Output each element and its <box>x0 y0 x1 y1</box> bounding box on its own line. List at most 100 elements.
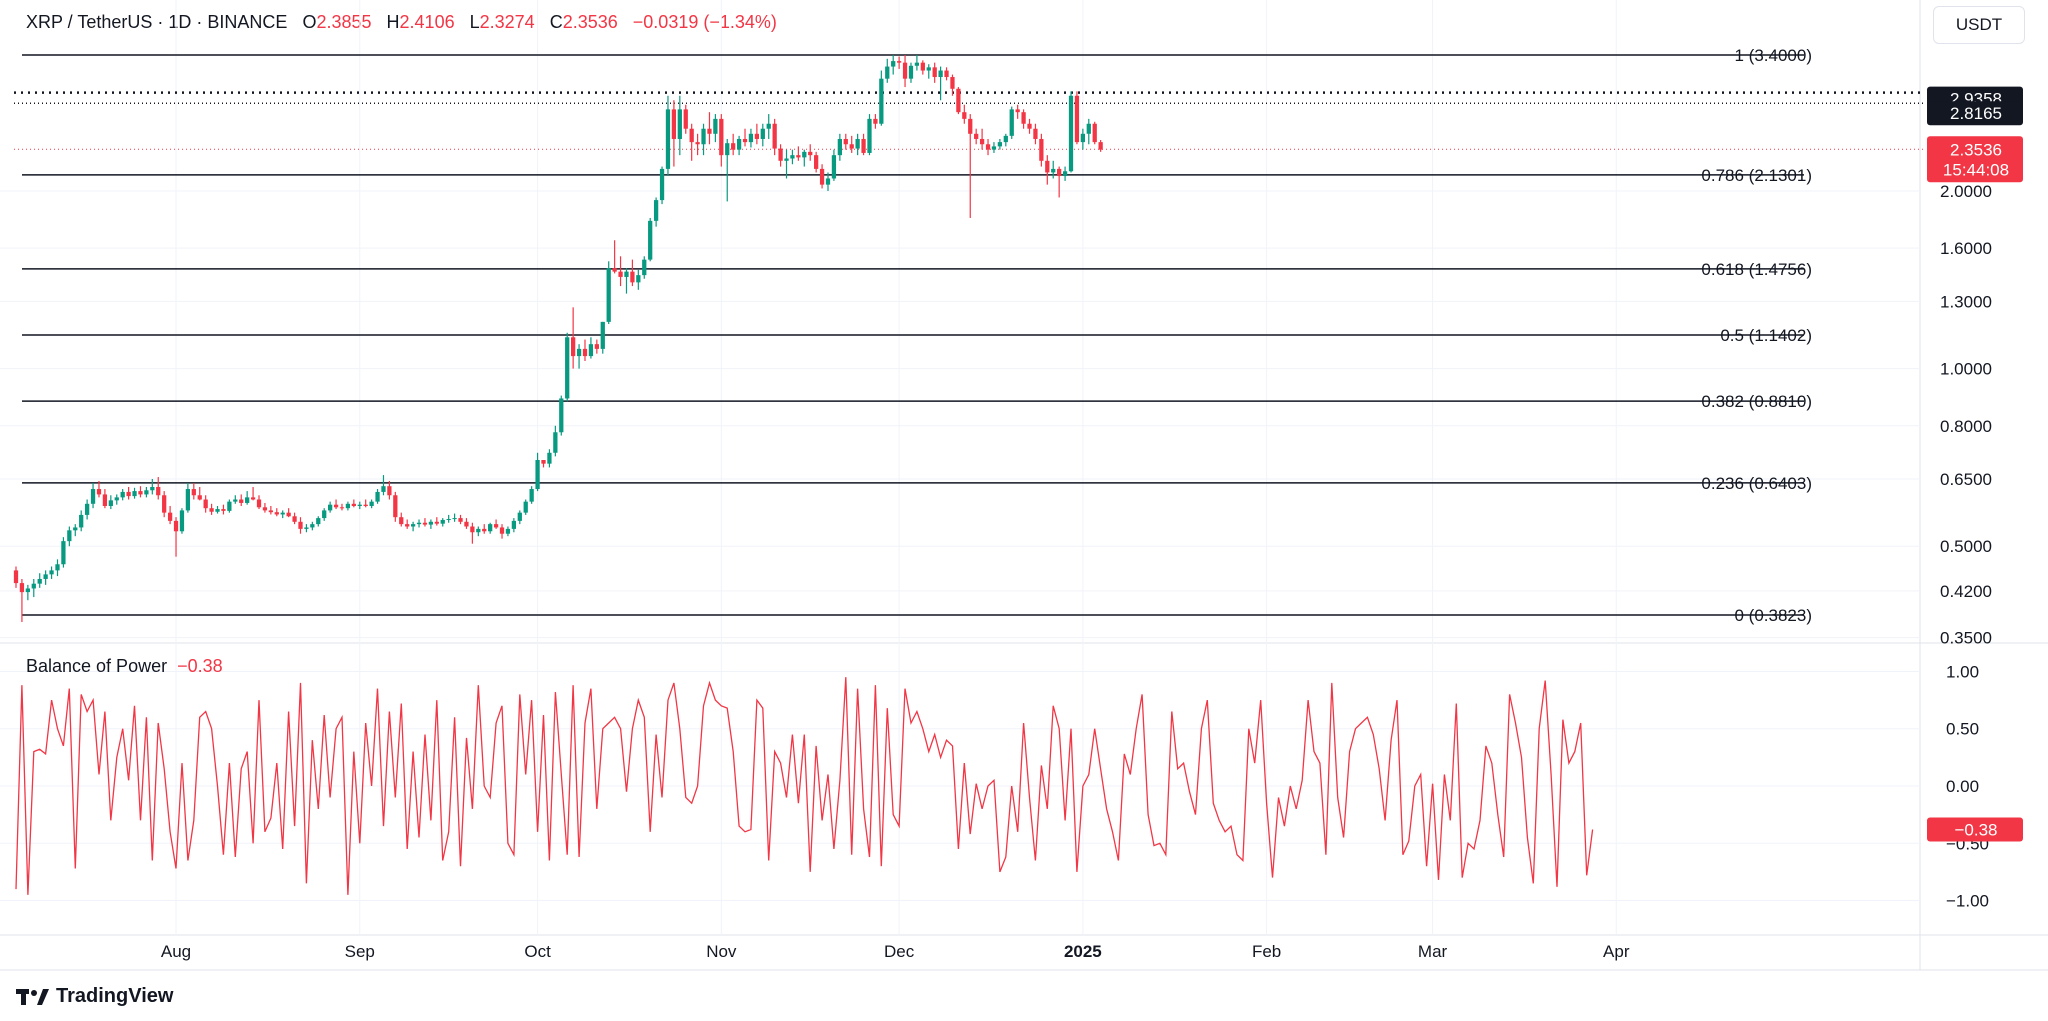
candle[interactable] <box>440 518 445 527</box>
candle[interactable] <box>1092 121 1097 145</box>
candle[interactable] <box>938 66 943 101</box>
candle[interactable] <box>837 133 842 161</box>
candle[interactable] <box>523 499 528 515</box>
candle[interactable] <box>1074 91 1080 145</box>
candle[interactable] <box>250 486 256 501</box>
currency-selector[interactable]: USDT <box>1933 6 2025 44</box>
candle[interactable] <box>185 482 191 513</box>
candle[interactable] <box>73 524 78 537</box>
candle[interactable] <box>96 480 102 498</box>
candle[interactable] <box>814 151 819 173</box>
candle[interactable] <box>511 518 517 533</box>
candle[interactable] <box>695 133 700 156</box>
candle[interactable] <box>754 123 760 145</box>
candle[interactable] <box>138 486 143 498</box>
candle[interactable] <box>227 499 232 513</box>
candle[interactable] <box>381 475 386 496</box>
candle[interactable] <box>1086 118 1091 145</box>
candle[interactable] <box>209 503 214 515</box>
candle[interactable] <box>37 573 42 588</box>
candle[interactable] <box>553 425 558 457</box>
candle[interactable] <box>179 508 185 534</box>
candle[interactable] <box>1033 123 1038 145</box>
candle[interactable] <box>351 499 356 508</box>
candle[interactable] <box>594 339 599 354</box>
candle[interactable] <box>802 149 807 167</box>
candle[interactable] <box>606 261 611 325</box>
candle[interactable] <box>1021 109 1026 129</box>
candle[interactable] <box>902 55 908 88</box>
candle[interactable] <box>784 149 789 179</box>
candle[interactable] <box>760 123 765 147</box>
candle[interactable] <box>203 495 208 513</box>
candle[interactable] <box>1039 133 1044 167</box>
candle[interactable] <box>677 95 682 156</box>
candle[interactable] <box>879 70 884 126</box>
candle[interactable] <box>61 537 66 568</box>
candle[interactable] <box>150 478 155 495</box>
candle[interactable] <box>120 489 125 501</box>
candle[interactable] <box>333 499 339 510</box>
candle[interactable] <box>31 578 36 598</box>
candle[interactable] <box>488 522 493 534</box>
candle[interactable] <box>618 256 623 287</box>
candle[interactable] <box>968 114 973 218</box>
candle[interactable] <box>316 516 321 527</box>
candle[interactable] <box>434 517 439 526</box>
candle[interactable] <box>405 519 410 529</box>
candle[interactable] <box>1015 104 1020 119</box>
candle[interactable] <box>624 268 629 294</box>
candle[interactable] <box>369 499 374 509</box>
candle[interactable] <box>725 138 730 202</box>
candle[interactable] <box>896 56 902 69</box>
candle[interactable] <box>298 517 303 534</box>
candle[interactable] <box>262 502 268 513</box>
candle[interactable] <box>796 146 801 161</box>
candle[interactable] <box>280 510 285 519</box>
candle[interactable] <box>861 133 866 156</box>
candle[interactable] <box>819 164 825 189</box>
candle[interactable] <box>292 512 297 525</box>
candle[interactable] <box>126 486 131 500</box>
candle[interactable] <box>458 514 463 525</box>
candle[interactable] <box>612 240 617 274</box>
candle[interactable] <box>1062 166 1068 181</box>
candle[interactable] <box>1098 140 1103 152</box>
candle[interactable] <box>985 138 991 156</box>
candle[interactable] <box>665 95 671 177</box>
candle[interactable] <box>144 486 149 498</box>
candle[interactable] <box>636 269 641 290</box>
candle[interactable] <box>84 499 90 520</box>
candle[interactable] <box>19 578 25 622</box>
candle[interactable] <box>659 166 665 205</box>
candle[interactable] <box>843 133 848 150</box>
candle[interactable] <box>932 62 937 83</box>
candle[interactable] <box>233 495 238 504</box>
candle[interactable] <box>422 518 428 527</box>
candle[interactable] <box>956 87 961 115</box>
candle[interactable] <box>671 100 677 167</box>
candle[interactable] <box>630 259 635 287</box>
candle[interactable] <box>736 135 742 156</box>
candle[interactable] <box>808 144 813 161</box>
candle[interactable] <box>559 395 564 436</box>
candle[interactable] <box>576 344 582 369</box>
candle[interactable] <box>701 123 706 156</box>
candle[interactable] <box>357 501 362 510</box>
indicator-title[interactable]: Balance of Power −0.38 <box>26 656 223 677</box>
candle[interactable] <box>132 487 137 499</box>
candle[interactable] <box>648 217 653 262</box>
candle[interactable] <box>517 510 522 525</box>
candle[interactable] <box>399 512 404 527</box>
candle[interactable] <box>1009 106 1014 139</box>
candle[interactable] <box>221 504 226 515</box>
candle[interactable] <box>90 482 96 509</box>
candle[interactable] <box>345 501 351 511</box>
candle[interactable] <box>600 321 605 354</box>
candle[interactable] <box>713 114 718 143</box>
candle[interactable] <box>499 524 505 539</box>
candle[interactable] <box>215 505 220 514</box>
candle[interactable] <box>162 491 167 518</box>
candle[interactable] <box>49 566 54 579</box>
candle[interactable] <box>114 494 119 505</box>
